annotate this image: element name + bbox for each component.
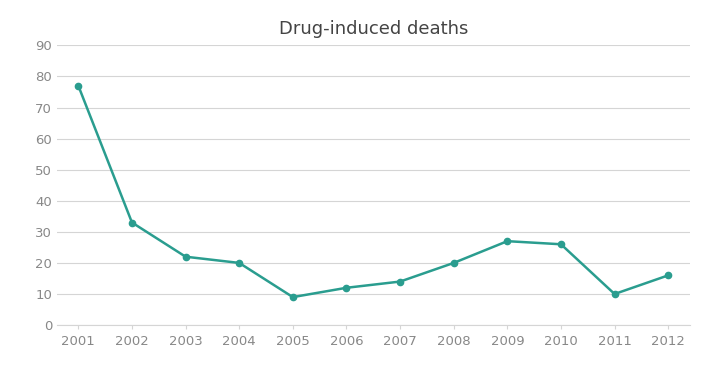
Title: Drug-induced deaths: Drug-induced deaths — [279, 20, 468, 38]
